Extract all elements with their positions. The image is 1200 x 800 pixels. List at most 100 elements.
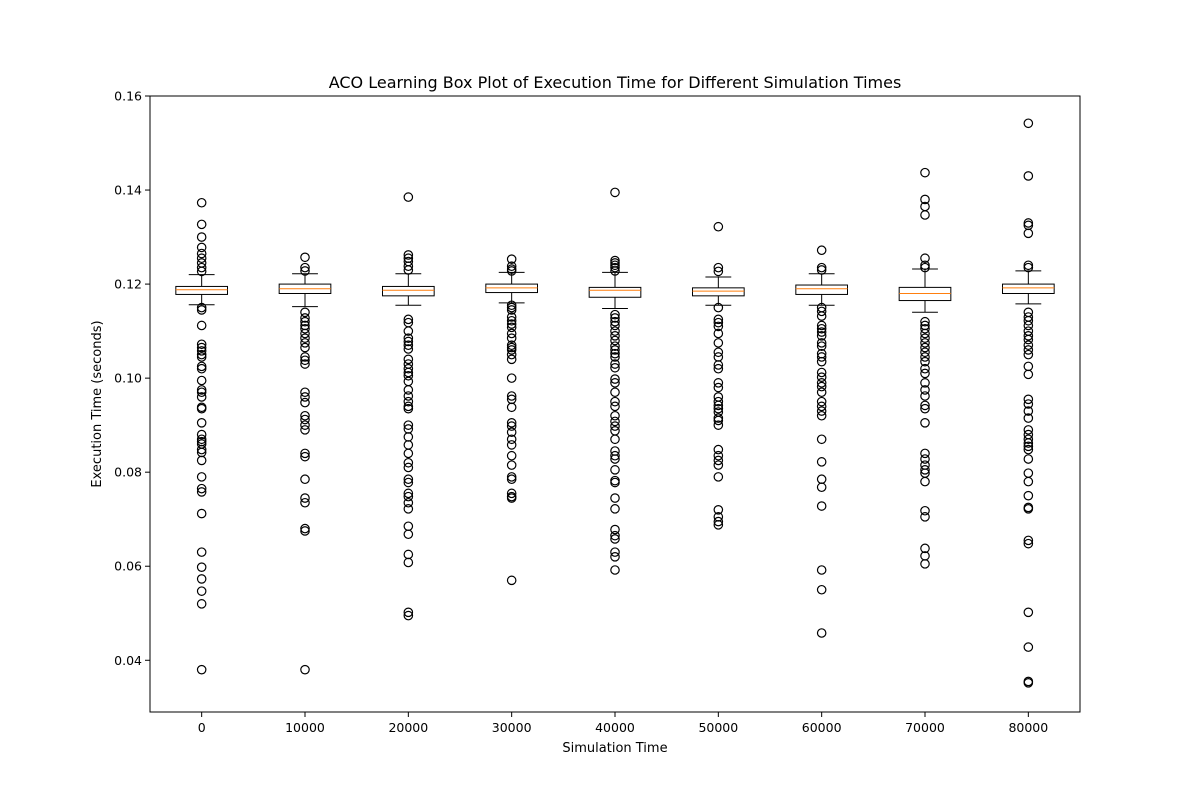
outlier-point xyxy=(610,396,620,407)
outlier-point xyxy=(713,444,724,455)
outlier-point xyxy=(713,460,724,470)
outlier-point xyxy=(713,415,724,426)
outlier-point xyxy=(506,434,517,445)
x-tick-label: 50000 xyxy=(698,720,738,735)
outlier-point xyxy=(1023,538,1034,549)
outlier-point xyxy=(403,610,414,621)
outlier-point xyxy=(610,348,620,359)
outlier-point xyxy=(506,472,517,482)
y-tick-label: 0.14 xyxy=(114,183,142,198)
outlier-point xyxy=(610,450,620,461)
outlier-point xyxy=(610,260,620,271)
outlier-point xyxy=(403,265,414,275)
outlier-point xyxy=(920,454,930,464)
outlier-point xyxy=(506,418,517,428)
outlier-point xyxy=(506,349,517,360)
outlier-point xyxy=(196,574,207,584)
outlier-point xyxy=(713,321,724,332)
outlier-point xyxy=(920,476,930,487)
outlier-point xyxy=(713,403,724,414)
outlier-point xyxy=(403,557,414,568)
outlier-point xyxy=(300,328,310,339)
outlier-point xyxy=(713,266,724,277)
outlier-point xyxy=(300,493,310,503)
outlier-point xyxy=(610,454,620,464)
outlier-point xyxy=(610,524,620,535)
outlier-point xyxy=(713,378,724,388)
outlier-point xyxy=(610,387,620,398)
outlier-point xyxy=(1023,434,1034,445)
outlier-point xyxy=(506,333,517,343)
outlier-point xyxy=(506,440,517,450)
x-tick-label: 70000 xyxy=(905,720,945,735)
outlier-point xyxy=(1023,334,1034,345)
outlier-point xyxy=(920,385,930,395)
outlier-point xyxy=(403,192,414,202)
outlier-point xyxy=(196,429,207,440)
outlier-point xyxy=(816,457,827,467)
outlier-point xyxy=(403,462,414,473)
outlier-point xyxy=(1023,678,1034,688)
outlier-point xyxy=(920,512,930,522)
y-tick-label: 0.08 xyxy=(114,465,142,480)
x-tick-label: 80000 xyxy=(1008,720,1048,735)
outlier-point xyxy=(713,520,724,530)
box xyxy=(795,284,848,295)
outlier-point xyxy=(403,250,414,260)
outlier-point xyxy=(816,396,827,407)
outlier-point xyxy=(1023,369,1034,380)
outlier-point xyxy=(1023,340,1034,351)
outlier-point xyxy=(920,505,930,516)
outlier-point xyxy=(403,488,414,499)
outlier-point xyxy=(920,167,930,178)
outlier-point xyxy=(816,372,827,382)
outlier-point xyxy=(920,356,930,367)
outlier-point xyxy=(506,261,517,272)
outlier-point xyxy=(196,232,207,242)
outlier-point xyxy=(713,450,724,461)
outlier-point xyxy=(196,418,207,428)
x-tick-label: 0 xyxy=(198,720,206,735)
x-tick-label: 20000 xyxy=(388,720,428,735)
outlier-point xyxy=(300,352,310,362)
box-group-30000 xyxy=(485,254,539,586)
outlier-point xyxy=(1023,454,1034,464)
x-axis-ticks: 0 10000 20000 30000 40000 50000 60000 70000 8000… xyxy=(198,712,1048,735)
outlier-point xyxy=(403,344,414,354)
outlier-point xyxy=(300,323,310,334)
outlier-point xyxy=(196,387,207,398)
outlier-point xyxy=(196,434,207,445)
outlier-point xyxy=(506,312,517,322)
y-tick-label: 0.06 xyxy=(114,559,142,574)
outlier-point xyxy=(610,187,620,198)
outlier-point xyxy=(816,367,827,378)
y-axis-label: Execution Time (seconds) xyxy=(90,320,105,487)
outlier-point xyxy=(816,501,827,511)
outlier-point xyxy=(300,316,310,327)
outlier-point xyxy=(920,391,930,401)
outlier-point xyxy=(300,355,310,366)
outlier-point xyxy=(920,368,930,379)
outlier-point xyxy=(506,460,517,470)
box-group-50000 xyxy=(692,221,745,530)
box xyxy=(382,285,435,297)
outlier-point xyxy=(196,455,207,466)
outlier-point xyxy=(506,450,517,461)
y-tick-label: 0.16 xyxy=(114,89,142,104)
outlier-point xyxy=(506,302,517,313)
outlier-point xyxy=(816,265,827,275)
outlier-point xyxy=(196,266,207,277)
box-group-20000 xyxy=(382,192,435,621)
outlier-point xyxy=(1023,394,1034,405)
outlier-point xyxy=(300,252,310,263)
outlier-point xyxy=(506,322,517,333)
outlier-point xyxy=(816,401,827,412)
outlier-point xyxy=(920,328,930,339)
outlier-point xyxy=(1023,413,1034,423)
outlier-point xyxy=(403,336,414,347)
outlier-point xyxy=(713,400,724,411)
outlier-point xyxy=(713,516,724,527)
outlier-point xyxy=(610,341,620,351)
outlier-point xyxy=(816,331,827,341)
outlier-point xyxy=(300,307,310,318)
